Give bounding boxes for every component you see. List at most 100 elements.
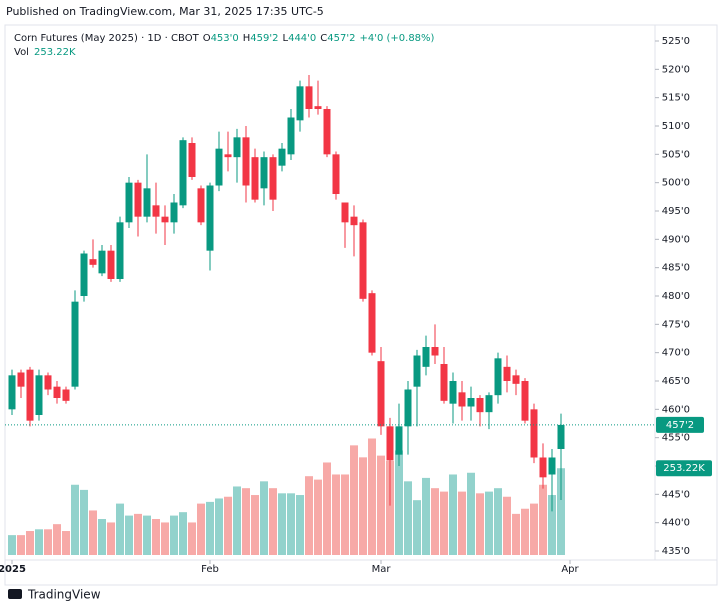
candle-body [143,188,151,217]
y-tick-label: 510'0 [662,121,690,132]
symbol: Corn Futures (May 2025) · 1D · CBOT [14,33,200,44]
last-price-box [656,416,704,433]
volume-bar [71,484,79,555]
volume-bar [521,508,529,555]
y-tick-label: 505'0 [662,149,690,160]
candle-body [161,216,169,223]
volume-bar [107,522,115,555]
candle-body [341,202,349,223]
candle-body [512,375,520,384]
published-note: Published on TradingView.com, Mar 31, 20… [6,5,324,18]
candle-body [521,381,529,421]
vol-value: 253.22K [34,47,76,58]
volume-bar [431,488,439,555]
volume-bar [548,495,556,555]
candle-body [8,375,16,410]
candle-body [179,140,187,206]
volume-bar [332,474,340,555]
volume-bar [287,493,295,555]
candle-body [332,154,340,194]
candle-body [368,293,376,353]
ohlc-label: O [203,33,211,44]
y-tick-label: 465'0 [662,376,690,387]
candle-body [251,157,259,200]
candle-body [206,185,214,251]
ohlc-label: L [283,33,289,44]
frame [4,24,718,586]
volume-bar [17,535,25,555]
volume-bar [152,519,160,555]
volume-bar [449,474,457,555]
volume-bar [233,486,241,555]
candle-body [134,182,142,217]
volume-bar [440,491,448,555]
volume-bar [53,524,61,555]
x-tick-label: 2025 [0,564,26,575]
candle-body [314,106,322,109]
volume-bar [368,438,376,555]
volume-bar [422,477,430,555]
candle-body [530,409,538,458]
candle-body [125,182,133,223]
volume-bar [242,488,250,555]
volume-bar [494,488,502,555]
x-tick-label: Mar [372,564,392,575]
candle-body [17,372,25,387]
volume-bar [557,468,565,555]
candle-body [26,369,34,421]
candle-body [413,355,421,387]
candle-body [476,398,484,413]
volume-bar [458,491,466,555]
volume-bar [98,519,106,555]
y-tick-label: 525'0 [662,36,690,47]
volume-bar [386,460,394,555]
volume-bar [539,484,547,555]
ohlc-label: C [320,33,327,44]
y-tick-label: 485'0 [662,263,690,274]
candle-body [395,426,403,455]
candle-body [494,358,502,396]
volume-bar [413,500,421,555]
ohlc-label: H [243,33,251,44]
candle-body [197,188,205,223]
ohlc-value: 453'0 [211,33,239,44]
ohlc-value: 444'0 [288,33,316,44]
volume-bar [404,481,412,555]
volume-legend: Vol 253.22K [14,47,76,58]
y-tick-label: 475'0 [662,319,690,330]
y-tick-label: 490'0 [662,234,690,245]
volume-bar [62,531,70,555]
candles [8,75,565,512]
y-tick-label: 520'0 [662,64,690,75]
volume-bar [215,498,223,555]
candle-body [242,137,250,186]
y-tick-label: 495'0 [662,206,690,217]
y-tick-label: 460'0 [662,404,690,415]
volume-pane [8,438,565,555]
volume-bar [323,462,331,555]
candle-body [296,86,304,121]
candle-body [431,347,439,356]
logo: TradingView [8,588,101,602]
candle-body [557,424,565,449]
candle-body [485,395,493,413]
candle-body [503,366,511,381]
volume-bar [350,445,358,555]
volume-bar [296,495,304,555]
change: +4'0 (+0.88%) [359,33,434,44]
volume-bar [161,522,169,555]
candle-body [467,398,475,407]
candle-body [539,457,547,478]
volume-bar [134,513,142,555]
logo-text: TradingView [27,588,101,602]
candle-body [71,301,79,387]
volume-bar [125,515,133,555]
y-tick-label: 440'0 [662,518,690,529]
volume-bar [89,510,97,555]
volume-bar [269,488,277,555]
candle-body [458,392,466,407]
candle-body [269,157,277,200]
volume-bar [467,472,475,555]
volume-bar [485,491,493,555]
